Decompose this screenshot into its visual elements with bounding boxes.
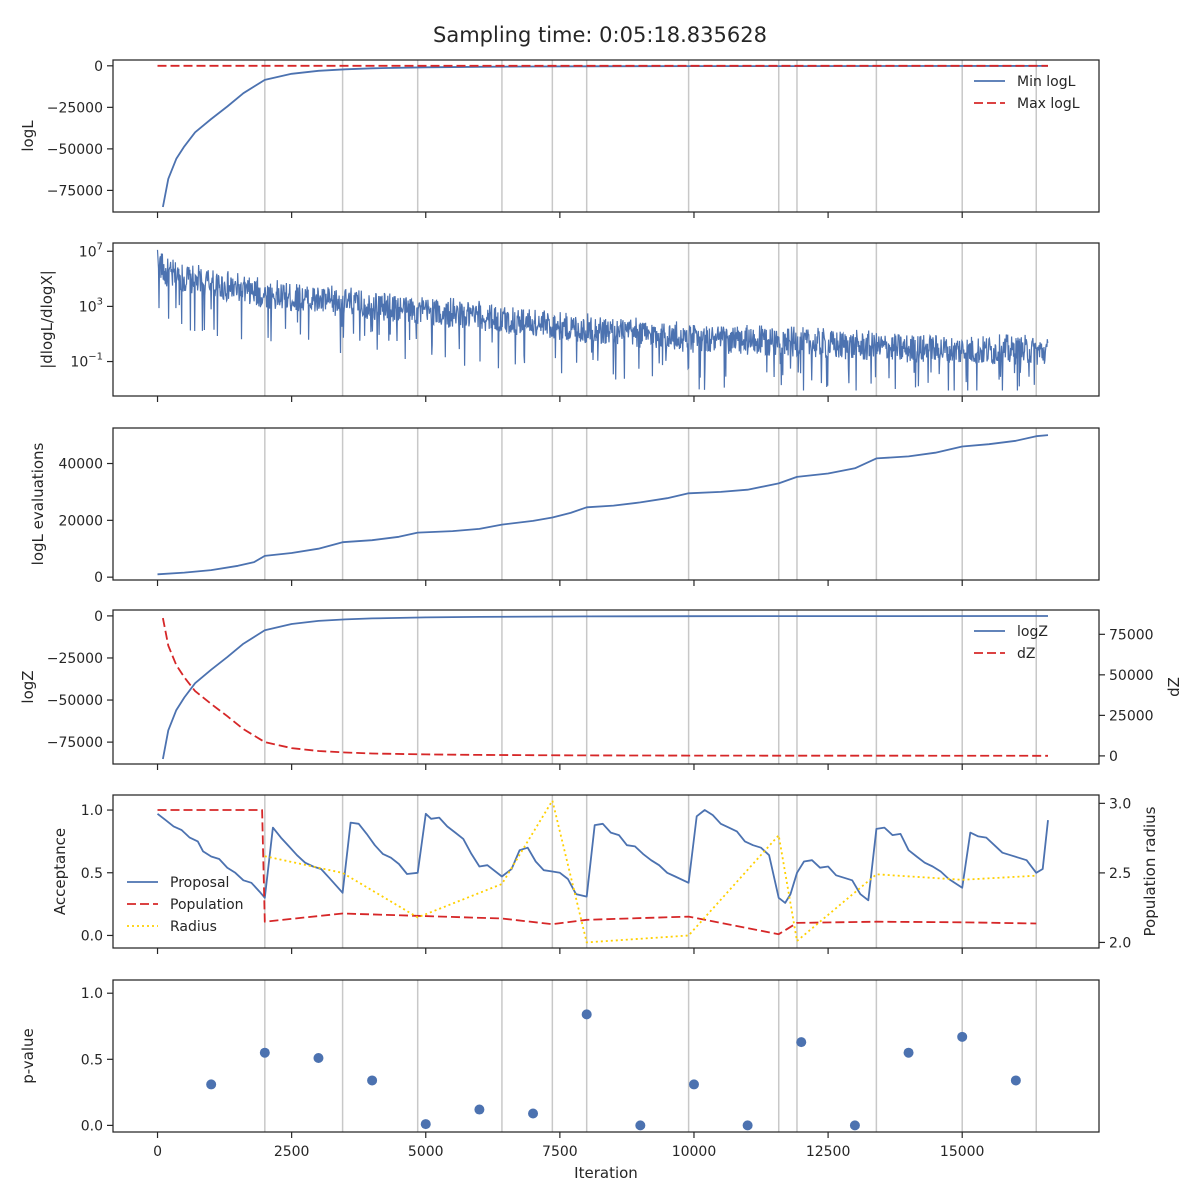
y-axis-label: p-value [19,1028,37,1084]
series-radius [264,799,1037,944]
x-axis-label: Iteration [574,1164,638,1182]
legend-label: Min logL [1017,74,1076,90]
series-proposal [156,809,1049,904]
y-tick-label: 1.0 [81,986,103,1002]
y-tick-label: 1.0 [81,803,103,819]
y-tick-label: −75000 [47,735,103,751]
y-right-tick-label: 25000 [1109,708,1154,724]
axes-frame [112,59,1100,213]
x-tick-label: 2500 [274,1144,310,1160]
y-tick-label: −25000 [47,651,103,667]
legend-label: Proposal [170,875,229,891]
point-8 [581,1009,592,1020]
point-5 [420,1119,431,1130]
series-population [157,809,1037,936]
panels: 0 −25000 −50000 −75000 logL Min logL Max logL 1… [19,59,1183,1182]
legend-label: Population [170,897,244,913]
point-15 [957,1031,968,1042]
y-right-axis-label: dZ [1165,677,1183,697]
legend: Proposal Population Radius [127,875,244,935]
point-4 [367,1075,378,1086]
legend-label: Max logL [1017,96,1080,112]
derivative-trace [156,249,1049,391]
y-tick-label: 20000 [58,513,103,529]
y-axis-label: logL [19,120,37,152]
axes-frame [112,427,1100,581]
point-3 [313,1052,324,1063]
axes-frame [112,242,1100,397]
panel-3: 0 20000 40000 logL evaluations [29,427,1100,586]
legend-label: Radius [170,919,217,935]
x-tick-label: 10000 [672,1144,717,1160]
y-right-tick-label: 0 [1109,749,1118,765]
axes-frame [112,794,1100,949]
point-2 [259,1047,270,1058]
y-right-tick-label: 3.0 [1109,796,1131,812]
y-right-tick-label: 50000 [1109,668,1154,684]
y-tick-label: 0.0 [81,928,103,944]
y-right-axis-label: Population radius [1141,806,1159,936]
x-tick-label: 12500 [806,1144,851,1160]
y-tick-label: 0.0 [81,1118,103,1134]
y-tick-label: −25000 [47,100,103,116]
panel-5: 0.0 0.5 1.0 2.0 2.5 3.0 Acceptance Population r… [51,794,1159,954]
point-11 [742,1120,753,1131]
series-dz [162,617,1049,757]
point-10 [688,1079,699,1090]
y-tick-label: 0.5 [81,866,103,882]
y-tick-label: 0 [94,59,103,75]
y-axis-label: |dlogL/dlogX| [38,270,56,369]
point-13 [849,1120,860,1131]
series-3-1 [157,434,1049,576]
y-tick-label: 40000 [58,457,103,473]
y-right-tick-label: 2.0 [1109,935,1131,951]
y-tick-label: −50000 [47,693,103,709]
point-7 [528,1108,539,1119]
y-right-tick-label: 2.5 [1109,866,1131,882]
figure-title: Sampling time: 0:05:18.835628 [433,23,767,47]
y-tick-label: 10−1 [70,352,103,371]
panel-6: 0 2500 5000 7500 10000 12500 15000 0.0 0.5 1.0 p-v… [19,979,1100,1182]
x-tick-label: 7500 [542,1144,578,1160]
point-14 [903,1047,914,1058]
legend: Min logL Max logL [974,74,1080,112]
point-1 [206,1079,217,1090]
point-6 [474,1104,485,1115]
series-min-logl [162,65,1049,208]
series-logz [162,615,1049,760]
legend-label: dZ [1017,646,1035,662]
y-axis-label: Acceptance [51,828,69,915]
point-9 [635,1120,646,1131]
x-tick-label: 0 [153,1144,162,1160]
y-tick-label: 0 [94,609,103,625]
y-axis-label: logL evaluations [29,442,47,565]
legend: logZ dZ [974,624,1048,662]
y-tick-label: 0 [94,570,103,586]
panel-1: 0 −25000 −50000 −75000 logL Min logL Max logL [19,59,1100,218]
point-12 [796,1037,807,1048]
y-tick-label: 107 [79,241,103,260]
y-tick-label: 0.5 [81,1052,103,1068]
legend-label: logZ [1017,624,1048,640]
panel-2: 107 103 10−1 |dlogL/dlogX| [38,241,1100,402]
x-tick-label: 5000 [408,1144,444,1160]
y-right-tick-label: 75000 [1109,627,1154,643]
axes-frame [112,609,1100,765]
x-tick-label: 15000 [940,1144,985,1160]
axes-frame [112,979,1100,1133]
y-tick-label: −75000 [47,183,103,199]
point-16 [1010,1075,1021,1086]
y-tick-label: 103 [79,296,103,315]
y-tick-label: −50000 [47,142,103,158]
panel-4: 0 −25000 −50000 −75000 0 25000 50000 75000 logZ d… [19,609,1183,770]
y-axis-label: logZ [19,670,37,703]
